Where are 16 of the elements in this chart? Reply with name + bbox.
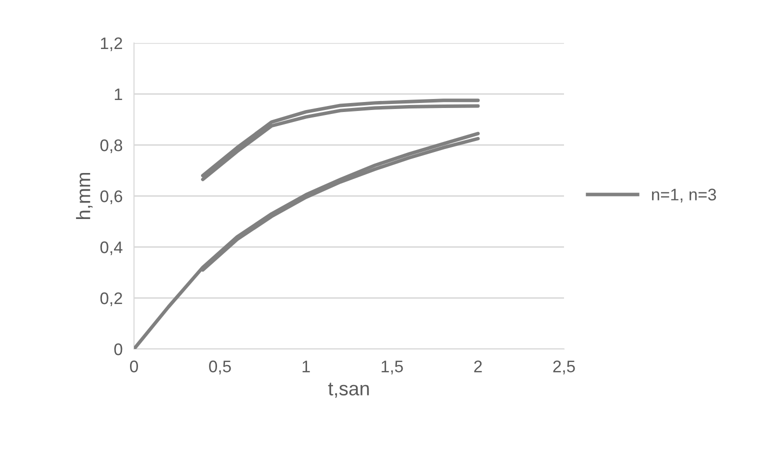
x-tick-label: 1 [302,360,310,372]
legend-label: n=1, n=3 [652,188,716,202]
x-tick-label: 1,5 [382,360,403,374]
y-tick-label: 0,2 [100,292,122,306]
x-tick-label: 2,5 [553,360,575,374]
y-axis-title: h,mm [76,172,93,219]
x-tick-label: 2 [474,360,482,372]
x-tick-label: 0 [130,360,138,372]
y-tick-label: 0,6 [100,190,122,204]
y-tick-label: 0,8 [100,139,122,154]
y-tick-label: 1,2 [100,37,122,52]
y-tick-label: 1 [114,88,122,100]
y-tick-label: 0,4 [100,241,122,256]
y-tick-label: 0 [114,343,122,356]
x-axis-title: t,san [328,382,369,398]
x-tick-label: 0,5 [209,360,231,374]
